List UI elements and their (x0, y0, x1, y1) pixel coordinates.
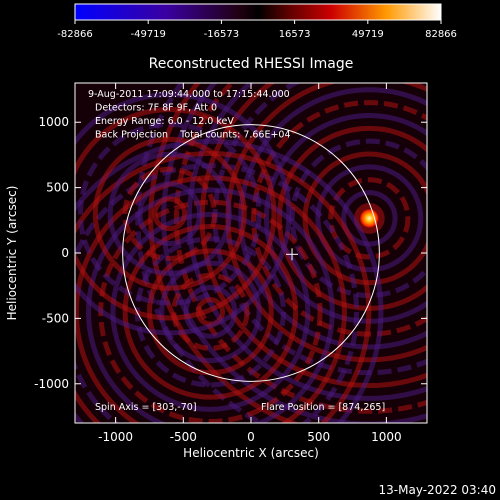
pattern-ring (77, 121, 262, 306)
pattern-ring (199, 83, 427, 388)
pattern-ring (110, 211, 311, 412)
y-axis-label: Heliocentric Y (arcsec) (5, 186, 19, 321)
spin-axis-label: Spin Axis = [303,-70] (95, 402, 197, 413)
pattern-ring (75, 92, 292, 336)
pattern-ring (159, 260, 262, 364)
flare-position-label: Flare Position = [874,265] (261, 402, 385, 413)
spin-axis-marker (286, 248, 299, 261)
pattern-ring (75, 138, 384, 423)
colorbar-tick-label: 49719 (352, 29, 384, 40)
colorbar-tick-label: 82866 (425, 29, 457, 40)
y-tick-label: 1000 (38, 115, 69, 129)
info-line: Detectors: 7F 8F 9F, Att 0 (95, 103, 217, 114)
colorbar-tick-label: -16573 (204, 29, 239, 40)
pattern-ring (86, 187, 335, 423)
pattern-ring (315, 164, 424, 273)
pattern-ring (152, 196, 188, 232)
timestamp: 13-May-2022 03:40 (379, 483, 496, 497)
pattern-ring (161, 83, 427, 423)
pattern-ring (146, 248, 274, 376)
info-line: Back Projection Total counts: 7.66E+04 (95, 130, 291, 141)
x-tick-label: -1000 (98, 430, 133, 444)
x-tick-label: 1000 (371, 430, 402, 444)
colorbar-tick-label: 16573 (279, 29, 311, 40)
y-tick-label: 0 (61, 246, 69, 260)
y-tick-label: -500 (42, 311, 69, 325)
x-tick-label: 0 (247, 430, 255, 444)
pattern-ring (137, 181, 203, 247)
colorbar-tick-label: -82866 (57, 29, 92, 40)
colorbar-tick-label: -49719 (130, 29, 165, 40)
y-tick-label: -1000 (34, 377, 69, 391)
flare-source (358, 207, 381, 230)
y-tick-label: 500 (46, 181, 69, 195)
colorbar (74, 3, 442, 21)
pattern-ring (75, 163, 360, 423)
info-line: Energy Range: 6.0 - 12.0 keV (95, 116, 234, 127)
back-projection-pattern (75, 83, 427, 423)
pattern-ring (92, 136, 247, 291)
pattern-ring (353, 202, 385, 234)
pattern-ring (75, 175, 347, 423)
x-tick-label: 500 (307, 430, 330, 444)
info-line: 9-Aug-2011 17:09:44.000 to 17:15:44.000 (88, 89, 290, 100)
solar-limb (122, 124, 380, 382)
chart-title: Reconstructed RHESSI Image (149, 56, 354, 72)
pattern-ring (122, 166, 217, 261)
x-tick-label: -500 (170, 430, 197, 444)
pattern-ring (75, 107, 277, 321)
x-axis-label: Heliocentric X (arcsec) (183, 446, 319, 460)
